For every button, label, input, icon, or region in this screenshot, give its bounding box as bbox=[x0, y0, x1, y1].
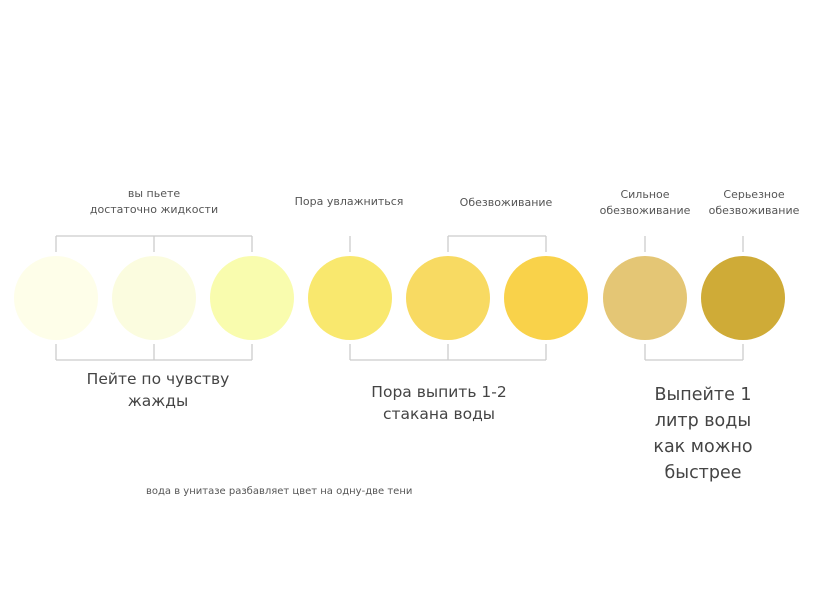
footnote: вода в унитазе разбавляет цвет на одну-д… bbox=[146, 486, 413, 497]
color-swatch-7 bbox=[603, 256, 687, 340]
color-swatch-2 bbox=[112, 256, 196, 340]
label-dehydration: Обезвоживание bbox=[459, 196, 553, 209]
advice-glasses: Пора выпить 1-2 стакана воды bbox=[371, 383, 507, 423]
color-swatch-4 bbox=[308, 256, 392, 340]
advice-liter: Выпейте 1 литр воды как можно быстрее bbox=[653, 385, 753, 483]
color-swatch-3 bbox=[210, 256, 294, 340]
label-severe-dehydration: Серьезное обезвоживание bbox=[708, 188, 800, 217]
label-adequate: вы пьете достаточно жидкости bbox=[89, 187, 219, 216]
color-swatch-5 bbox=[406, 256, 490, 340]
label-hydrate: Пора увлажниться bbox=[294, 195, 404, 208]
color-swatch-8 bbox=[701, 256, 785, 340]
color-swatch-6 bbox=[504, 256, 588, 340]
advice-thirst: Пейте по чувству жажды bbox=[86, 370, 230, 410]
color-swatch-1 bbox=[14, 256, 98, 340]
label-strong-dehydration: Сильное обезвоживание bbox=[599, 188, 691, 217]
